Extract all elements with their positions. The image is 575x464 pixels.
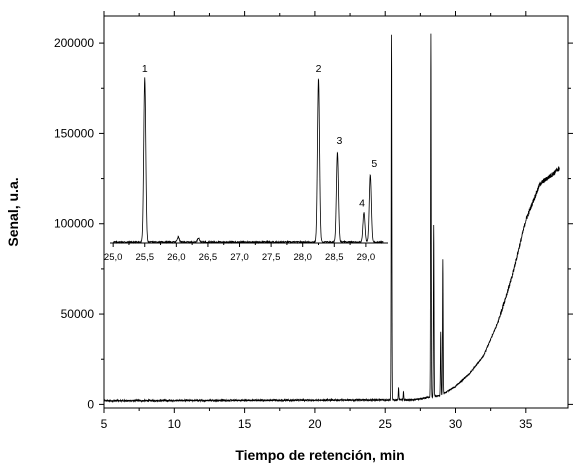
- x-tick-label: 35: [519, 417, 533, 431]
- inset-x-tick-label: 28,5: [325, 252, 344, 263]
- inset-peak-label: 2: [316, 63, 322, 75]
- inset-plot: 25,0 25,5 26,0 26,5 27,0 27,5 28,0 28,5 29,0 1 2 3…: [104, 63, 388, 263]
- x-tick-label: 10: [168, 417, 182, 431]
- inset-series-group: [112, 77, 384, 245]
- x-tick-label: 15: [238, 417, 252, 431]
- y-axis-title: Senal, u.a.: [5, 177, 21, 246]
- inset-x-tick-label: 27,0: [230, 252, 249, 263]
- x-tick-label: 20: [308, 417, 322, 431]
- inset-signal-line: [112, 77, 384, 245]
- inset-peak-label: 3: [337, 135, 343, 147]
- inset-peak-label: 5: [371, 158, 377, 170]
- inset-x-tick-label: 27,5: [262, 252, 281, 263]
- main-plot-frame: [103, 15, 569, 409]
- inset-peak-annotations: 1 2 3 4 5: [142, 63, 378, 209]
- inset-x-tick-label: 29,0: [357, 252, 376, 263]
- main-y-axis-ticks: 0 50000 100000 150000 200000: [54, 36, 573, 411]
- inset-peak-label: 1: [142, 63, 148, 75]
- y-tick-label: 0: [87, 397, 94, 411]
- inset-peak-label: 4: [359, 197, 365, 209]
- inset-x-tick-label: 28,0: [293, 252, 312, 263]
- y-tick-label: 200000: [54, 36, 94, 50]
- x-tick-label: 25: [379, 417, 393, 431]
- x-tick-label: 30: [449, 417, 463, 431]
- y-tick-label: 150000: [54, 126, 94, 140]
- y-tick-label: 50000: [61, 307, 95, 321]
- x-tick-label: 5: [101, 417, 108, 431]
- y-tick-label: 100000: [54, 217, 94, 231]
- inset-x-tick-label: 25,5: [136, 252, 155, 263]
- main-signal-line: [103, 33, 560, 403]
- inset-x-tick-label: 25,0: [104, 252, 123, 263]
- inset-x-tick-label: 26,5: [199, 252, 218, 263]
- x-axis-title: Tiempo de retención, min: [235, 447, 404, 463]
- main-x-axis-ticks: 5 10 15 20 25 30 35: [101, 11, 533, 431]
- inset-x-tick-label: 26,0: [167, 252, 186, 263]
- inset-x-axis-ticks: 25,0 25,5 26,0 26,5 27,0 27,5 28,0 28,5 29,0: [104, 243, 375, 263]
- main-series-group: [103, 33, 560, 403]
